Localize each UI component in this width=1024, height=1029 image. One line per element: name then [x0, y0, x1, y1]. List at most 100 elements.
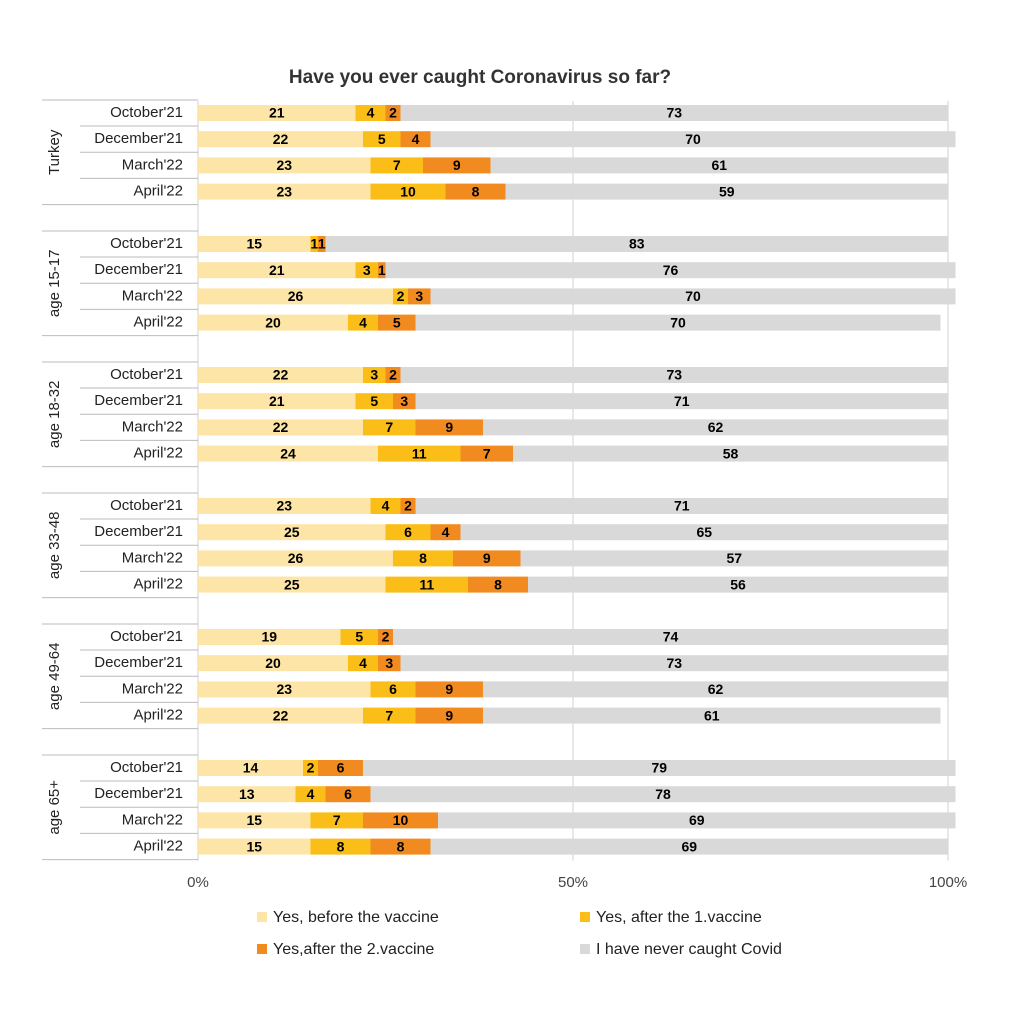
bar-segment	[198, 576, 386, 593]
data-label: 69	[689, 812, 705, 828]
y-tick-label: December'21	[94, 261, 183, 278]
data-label: 19	[261, 629, 277, 645]
data-label: 8	[472, 183, 480, 199]
bar-segment	[483, 419, 948, 436]
data-label: 23	[276, 681, 292, 697]
group-label: age 49-64	[46, 643, 63, 711]
data-label: 22	[273, 707, 289, 723]
data-label: 5	[393, 314, 401, 330]
data-label: 4	[382, 498, 390, 514]
bar-segment	[400, 655, 948, 672]
legend-label: Yes,after the 2.vaccine	[273, 941, 434, 958]
data-label: 59	[719, 183, 735, 199]
x-tick-label: 50%	[558, 874, 588, 891]
data-label: 24	[280, 445, 296, 461]
bar-segment	[348, 314, 378, 331]
bar-segment	[385, 105, 401, 121]
bar-segment	[400, 367, 948, 383]
bar-segment	[310, 236, 318, 252]
bar-segment	[370, 498, 401, 514]
data-label: 7	[333, 812, 341, 828]
bar-segment	[438, 812, 956, 829]
y-tick-label: April'22	[133, 707, 183, 724]
data-label: 23	[276, 183, 292, 199]
data-label: 2	[389, 105, 397, 121]
data-label: 10	[400, 183, 416, 199]
data-label: 14	[243, 760, 259, 776]
bar-segment	[310, 838, 371, 855]
data-label: 57	[726, 550, 742, 566]
bar-segment	[198, 288, 393, 305]
data-label: 15	[246, 838, 262, 854]
data-label: 3	[363, 262, 371, 278]
y-tick-label: December'21	[94, 785, 183, 802]
y-tick-label: October'21	[110, 628, 183, 645]
data-label: 1	[318, 236, 326, 252]
group-label: age 65+	[46, 780, 63, 835]
data-label: 25	[284, 576, 300, 592]
y-tick-label: March'22	[122, 680, 183, 697]
group-label: Turkey	[46, 129, 63, 175]
bar-segment	[370, 157, 423, 174]
data-label: 5	[378, 131, 386, 147]
data-label: 2	[382, 629, 390, 645]
bar-segment	[505, 183, 948, 200]
bar-segment	[363, 707, 416, 724]
legend-swatch	[257, 944, 267, 954]
data-label: 4	[412, 131, 420, 147]
data-label: 10	[393, 812, 409, 828]
bar-segment	[318, 236, 326, 252]
y-tick-label: March'22	[122, 418, 183, 435]
data-label: 71	[674, 393, 690, 409]
data-label: 9	[445, 419, 453, 435]
data-label: 1	[378, 262, 386, 278]
bar-segment	[310, 812, 363, 829]
data-label: 61	[704, 707, 720, 723]
data-label: 6	[337, 760, 345, 776]
bar-segment	[415, 314, 941, 331]
bar-segment	[400, 131, 431, 148]
data-label: 56	[730, 576, 746, 592]
bar-segment	[528, 576, 948, 593]
bar-segment	[348, 655, 378, 672]
data-label: 70	[685, 131, 701, 147]
data-label: 74	[663, 629, 679, 645]
bar-segment	[415, 681, 483, 698]
data-label: 7	[385, 707, 393, 723]
x-tick-label: 0%	[187, 874, 209, 891]
data-label: 8	[397, 838, 405, 854]
bar-segment	[385, 576, 468, 593]
bar-segment	[363, 131, 401, 148]
data-label: 4	[442, 524, 450, 540]
data-label: 9	[445, 681, 453, 697]
bar-segment	[370, 786, 956, 803]
bar-segment	[370, 838, 431, 855]
bar-segment	[378, 314, 416, 331]
bar-segment	[520, 550, 948, 567]
data-label: 6	[389, 681, 397, 697]
data-label: 3	[370, 367, 378, 383]
bar-segment	[460, 445, 513, 462]
bar-segment	[445, 183, 506, 200]
legend-swatch	[580, 912, 590, 922]
data-label: 20	[265, 314, 281, 330]
data-label: 61	[711, 157, 727, 173]
bar-segment	[198, 314, 348, 331]
bar-segment	[430, 524, 461, 541]
x-tick-label: 100%	[929, 874, 967, 891]
y-tick-label: October'21	[110, 366, 183, 383]
data-label: 2	[404, 498, 412, 514]
bar-segment	[355, 105, 386, 121]
data-label: 5	[355, 629, 363, 645]
bar-segment	[198, 262, 356, 279]
bar-segment	[423, 157, 491, 174]
bar-segment	[355, 262, 378, 279]
y-tick-label: April'22	[133, 445, 183, 462]
data-label: 11	[412, 445, 427, 461]
data-label: 70	[670, 314, 686, 330]
data-label: 2	[397, 288, 405, 304]
y-tick-label: April'22	[133, 183, 183, 200]
y-tick-label: March'22	[122, 156, 183, 173]
data-label: 1	[310, 236, 318, 252]
data-label: 79	[651, 760, 667, 776]
